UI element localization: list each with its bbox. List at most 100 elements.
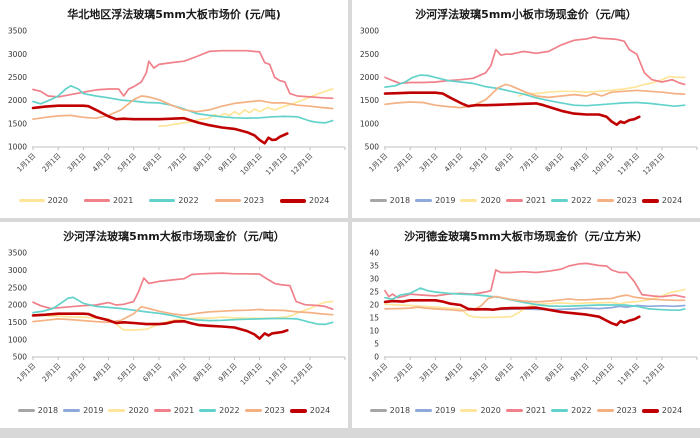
chart-title: 沙河德金玻璃5mm大板市场现金价（元/立方米） (404, 230, 648, 243)
legend-label: 2020 (128, 406, 149, 416)
chart-legend: 2020 2021 2022 2023 2024 (0, 183, 348, 218)
legend-item-2019: 2019 (415, 406, 455, 415)
y-tick-label: 500 (365, 143, 380, 152)
chart-legend: 2018 2019 2020 2021 2022 2023 2024 (0, 393, 348, 428)
x-tick-label: 3月1日 (66, 152, 88, 174)
x-tick-label: 10月1日 (591, 152, 616, 177)
series-line-2022 (32, 296, 334, 326)
series-line-2023 (32, 306, 334, 324)
legend-item-2024: 2024 (641, 406, 682, 415)
legend-item-2018: 2018 (17, 406, 59, 416)
y-tick-label: 1000 (8, 143, 27, 152)
legend-item-2020: 2020 (460, 196, 501, 206)
chart-panel-shahe-dejin: 沙河德金玻璃5mm大板市场现金价（元/立方米） 0 5 10 15 20 25 30 35 40… (352, 222, 700, 428)
y-tick-label: 15 (369, 314, 379, 323)
legend-item-2018: 2018 (369, 196, 411, 206)
y-tick-label: 2500 (360, 50, 379, 59)
x-tick-label: 5月1日 (468, 362, 490, 384)
legend-label: 2018 (389, 196, 411, 206)
legend-item-2021: 2021 (83, 196, 133, 205)
x-tick-label: 3月1日 (66, 362, 88, 384)
x-tick-label: 9月1日 (217, 362, 239, 384)
x-tick-label: 2月1日 (41, 152, 63, 174)
legend-item-2019: 2019 (415, 196, 455, 205)
x-tick-label: 10月1日 (591, 362, 616, 387)
legend-swatch (369, 409, 387, 413)
x-tick-label: 7月1日 (167, 152, 189, 174)
line-chart: 0 5 10 15 20 25 30 35 40 1月1日 2月1日 3月1日 4月1日 5月1日 6月1日… (368, 249, 698, 387)
legend-label: 2021 (173, 406, 195, 416)
y-tick-label: 3500 (8, 27, 27, 36)
legend-label: 2020 (480, 196, 501, 206)
legend-item-2021: 2021 (153, 406, 195, 416)
legend-label: 2019 (435, 406, 456, 416)
legend-label: 2018 (389, 406, 411, 416)
x-tick-label: 5月1日 (468, 152, 490, 174)
legend-item-2022: 2022 (551, 406, 592, 415)
legend-swatch (83, 199, 110, 203)
y-tick-label: 30 (369, 275, 379, 284)
legend-item-2021: 2021 (505, 196, 547, 206)
legend-swatch (18, 199, 45, 203)
x-tick-label: 12月1日 (289, 152, 314, 177)
y-tick-label: 2000 (8, 96, 27, 105)
legend-label: 2024 (309, 406, 331, 416)
legend-item-2023: 2023 (596, 406, 637, 415)
series-line-2021 (32, 50, 334, 100)
x-tick-label: 8月1日 (544, 362, 566, 384)
chart-panel-huabei-5mm: 华北地区浮法玻璃5mm大板市场价 (元/吨) 1000 1500 2000 2500 3… (0, 0, 348, 218)
legend-label: 2019 (83, 406, 104, 416)
series-line-2024 (31, 104, 289, 145)
y-tick-label: 3000 (8, 266, 27, 275)
y-tick-label: 40 (369, 249, 379, 258)
x-tick-label: 4月1日 (91, 152, 113, 174)
series-line-2023 (32, 95, 334, 121)
legend-swatch (149, 199, 176, 203)
legend-label: 2024 (309, 196, 330, 206)
y-tick-label: 3000 (360, 27, 379, 36)
x-tick-label: 9月1日 (217, 152, 239, 174)
legend-label: 2020 (47, 196, 68, 206)
legend-label: 2022 (219, 406, 240, 416)
legend-swatch (596, 409, 614, 413)
series-line-2021 (384, 262, 686, 299)
line-chart: 1000 1500 2000 2500 3000 3500 1月1日 2月1日 3月1日 4月1日… (8, 27, 346, 177)
y-tick-label: 3500 (8, 249, 27, 258)
series-line-2021 (32, 272, 334, 311)
legend-swatch (460, 409, 478, 413)
x-tick-label: 9月1日 (569, 152, 591, 174)
legend-swatch (17, 409, 35, 413)
x-tick-label: 12月1日 (289, 362, 314, 387)
x-tick-label: 2月1日 (393, 362, 415, 384)
legend-label: 2023 (616, 196, 637, 206)
y-tick-label: 3000 (8, 50, 27, 59)
chart-title: 沙河浮法玻璃5mm小板市场现金价（元/吨） (415, 8, 637, 21)
series-line-2021 (384, 36, 686, 86)
x-tick-label: 11月1日 (264, 362, 289, 387)
legend-label: 2021 (525, 196, 547, 206)
series-line-2019 (497, 304, 686, 311)
legend-swatch (415, 199, 433, 203)
legend-label: 2018 (37, 406, 59, 416)
x-tick-label: 1月1日 (368, 362, 390, 384)
legend-item-2022: 2022 (551, 196, 592, 205)
x-tick-label: 7月1日 (167, 362, 189, 384)
series-line-2022 (384, 287, 686, 312)
x-tick-label: 1月1日 (16, 152, 38, 174)
x-tick-label: 4月1日 (443, 152, 465, 174)
y-tick-label: 2500 (8, 283, 27, 292)
x-tick-label: 4月1日 (91, 362, 113, 384)
y-tick-label: 2000 (360, 73, 379, 82)
y-tick-label: 1000 (8, 335, 27, 344)
legend-swatch (244, 409, 262, 413)
y-tick-label: 500 (13, 353, 28, 362)
legend-item-2022: 2022 (149, 196, 199, 205)
x-tick-label: 3月1日 (418, 152, 440, 174)
chart-title: 华北地区浮法玻璃5mm大板市场价 (元/吨) (67, 8, 281, 21)
chart-legend: 2018 2019 2020 2021 2022 2023 2024 (352, 183, 700, 218)
legend-item-2018: 2018 (369, 406, 411, 416)
series-line-2024 (383, 299, 641, 327)
y-tick-label: 5 (374, 340, 379, 349)
y-tick-label: 10 (369, 327, 379, 336)
y-tick-label: 1500 (360, 96, 379, 105)
